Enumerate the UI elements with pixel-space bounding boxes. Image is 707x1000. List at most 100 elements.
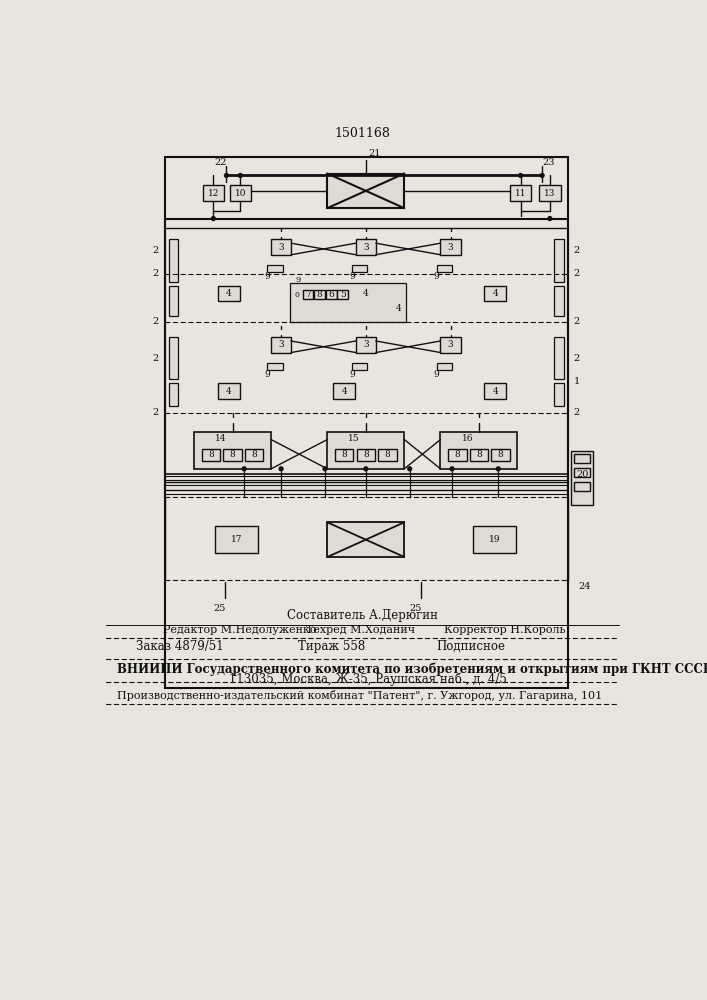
- Bar: [267, 265, 283, 272]
- Text: 8: 8: [476, 450, 482, 459]
- Text: 9: 9: [264, 272, 270, 281]
- Bar: [337, 290, 348, 299]
- Text: 1501168: 1501168: [335, 127, 391, 140]
- Text: 2: 2: [153, 269, 158, 278]
- Bar: [203, 185, 224, 201]
- Text: 3: 3: [363, 340, 368, 349]
- Circle shape: [211, 217, 215, 220]
- Bar: [271, 337, 291, 353]
- Bar: [440, 239, 460, 255]
- Text: 8: 8: [498, 450, 503, 459]
- Text: 3: 3: [279, 243, 284, 252]
- Bar: [448, 449, 467, 461]
- Text: 11: 11: [515, 189, 526, 198]
- Bar: [356, 337, 376, 353]
- Text: 9: 9: [296, 276, 300, 284]
- Circle shape: [243, 467, 246, 471]
- Circle shape: [225, 174, 228, 177]
- Text: 2: 2: [153, 317, 158, 326]
- Bar: [245, 449, 264, 461]
- Circle shape: [408, 467, 411, 471]
- Text: 2: 2: [153, 246, 158, 255]
- Text: 2: 2: [153, 354, 158, 363]
- Bar: [473, 526, 515, 553]
- Bar: [378, 449, 397, 461]
- Text: 4: 4: [226, 289, 232, 298]
- Bar: [437, 265, 452, 272]
- Bar: [491, 449, 510, 461]
- Bar: [335, 449, 354, 461]
- Text: Корректор Н.Король: Корректор Н.Король: [444, 625, 566, 635]
- Text: 8: 8: [455, 450, 460, 459]
- Bar: [267, 363, 283, 370]
- Text: ВНИИПИ Государственного комитета по изобретениям и открытиям при ГКНТ СССР: ВНИИПИ Государственного комитета по изоб…: [117, 662, 707, 676]
- Text: 12: 12: [208, 189, 219, 198]
- Text: 3: 3: [448, 340, 453, 349]
- Bar: [169, 383, 178, 406]
- Text: 6: 6: [328, 290, 334, 299]
- Bar: [469, 449, 489, 461]
- Circle shape: [279, 467, 283, 471]
- Text: 17: 17: [230, 535, 243, 544]
- Text: 22: 22: [214, 158, 226, 167]
- Text: 19: 19: [489, 535, 500, 544]
- Bar: [218, 383, 240, 399]
- Bar: [352, 265, 368, 272]
- Text: 0: 0: [294, 291, 299, 299]
- Bar: [201, 449, 221, 461]
- Bar: [554, 239, 563, 282]
- Text: Производственно-издательский комбинат "Патент", г. Ужгород, ул. Гагарина, 101: Производственно-издательский комбинат "П…: [117, 690, 602, 701]
- Text: 2: 2: [573, 354, 580, 363]
- Text: 21: 21: [369, 149, 381, 158]
- Text: 8: 8: [317, 290, 322, 299]
- Bar: [169, 337, 178, 379]
- Bar: [230, 185, 251, 201]
- Text: 2: 2: [573, 246, 580, 255]
- Text: 4: 4: [492, 289, 498, 298]
- Circle shape: [238, 174, 243, 177]
- Text: 5: 5: [340, 290, 346, 299]
- Text: Подписное: Подписное: [437, 640, 506, 653]
- Text: 4: 4: [395, 304, 401, 313]
- Text: 13: 13: [544, 189, 556, 198]
- Text: 9: 9: [349, 370, 355, 379]
- Bar: [554, 337, 563, 379]
- Text: 3: 3: [279, 340, 284, 349]
- Circle shape: [323, 467, 327, 471]
- Bar: [327, 522, 404, 557]
- Text: 15: 15: [349, 434, 360, 443]
- Text: Редактор М.Недолуженко: Редактор М.Недолуженко: [163, 625, 317, 635]
- Bar: [215, 526, 257, 553]
- Text: 4: 4: [226, 387, 232, 396]
- Bar: [223, 449, 242, 461]
- Text: 14: 14: [216, 434, 227, 443]
- Text: 8: 8: [208, 450, 214, 459]
- Bar: [554, 383, 563, 406]
- Circle shape: [519, 174, 522, 177]
- Bar: [303, 290, 313, 299]
- Text: 3: 3: [448, 243, 453, 252]
- Text: 8: 8: [230, 450, 235, 459]
- Circle shape: [364, 174, 368, 177]
- Text: 20: 20: [577, 470, 589, 479]
- Bar: [356, 449, 375, 461]
- Text: 4: 4: [341, 387, 347, 396]
- Text: Техред М.Ходанич: Техред М.Ходанич: [305, 625, 415, 635]
- Text: 25: 25: [409, 604, 422, 613]
- Text: 2: 2: [573, 408, 580, 417]
- Text: 113035, Москва, Ж-35, Раушская наб., д. 4/5: 113035, Москва, Ж-35, Раушская наб., д. …: [229, 672, 507, 686]
- Bar: [510, 185, 532, 201]
- Bar: [484, 286, 506, 301]
- Text: 8: 8: [363, 450, 368, 459]
- Bar: [326, 290, 337, 299]
- Bar: [194, 432, 271, 469]
- Bar: [437, 363, 452, 370]
- Bar: [571, 451, 593, 505]
- Text: Составитель А.Дерюгин: Составитель А.Дерюгин: [287, 609, 438, 622]
- Text: 16: 16: [462, 434, 473, 443]
- Text: 8: 8: [251, 450, 257, 459]
- Text: 4: 4: [492, 387, 498, 396]
- Text: 2: 2: [153, 408, 158, 417]
- Text: 25: 25: [214, 604, 226, 613]
- Text: 4: 4: [363, 289, 368, 298]
